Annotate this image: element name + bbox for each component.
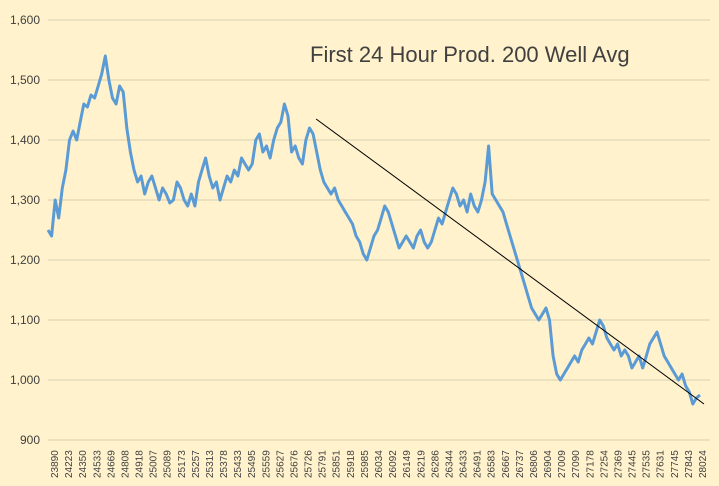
x-tick-label: 24223 xyxy=(64,450,75,478)
x-tick-label: 26737 xyxy=(515,450,526,478)
x-tick-label: 25007 xyxy=(149,450,160,478)
x-tick-label: 27631 xyxy=(656,450,667,478)
y-tick-label: 1,500 xyxy=(10,73,40,87)
x-tick-label: 27843 xyxy=(684,450,695,478)
x-tick-label: 25627 xyxy=(275,450,286,478)
x-tick-label: 23890 xyxy=(50,450,61,478)
x-tick-label: 26904 xyxy=(543,450,554,478)
series-group xyxy=(46,54,705,406)
x-tick-label: 27445 xyxy=(628,450,639,478)
x-tick-label: 26219 xyxy=(416,450,427,478)
x-tick-label: 26034 xyxy=(374,450,385,478)
x-tick-label: 25559 xyxy=(261,450,272,478)
x-tick-label: 25433 xyxy=(233,450,244,478)
x-tick-label: 26583 xyxy=(487,450,498,478)
x-tick-label: 27745 xyxy=(670,450,681,478)
x-tick-label: 24669 xyxy=(106,450,117,478)
series-line xyxy=(46,54,701,406)
x-tick-label: 26286 xyxy=(430,450,441,478)
x-tick-label: 25378 xyxy=(219,450,230,478)
x-tick-label: 26092 xyxy=(388,450,399,478)
x-tick-label: 24533 xyxy=(92,450,103,478)
x-tick-label: 26149 xyxy=(402,450,413,478)
x-tick-label: 26806 xyxy=(529,450,540,478)
x-tick-label: 26344 xyxy=(444,450,455,478)
x-tick-label: 25851 xyxy=(332,450,343,478)
x-tick-label: 26491 xyxy=(473,450,484,478)
x-tick-label: 26667 xyxy=(501,450,512,478)
x-tick-label: 25918 xyxy=(346,450,357,478)
x-tick-label: 25791 xyxy=(318,450,329,478)
y-tick-label: 1,400 xyxy=(10,133,40,147)
x-tick-label: 24350 xyxy=(78,450,89,478)
y-axis-ticks: 900 1,000 1,100 1,200 1,300 1,400 1,500 1,600 xyxy=(10,13,40,447)
x-tick-label: 25257 xyxy=(191,450,202,478)
trend-line xyxy=(315,118,705,405)
x-tick-label: 27369 xyxy=(613,450,624,478)
x-tick-label: 25985 xyxy=(360,450,371,478)
x-tick-label: 27254 xyxy=(599,450,610,478)
x-tick-label: 24808 xyxy=(120,450,131,478)
x-tick-label: 25089 xyxy=(163,450,174,478)
x-tick-label: 27535 xyxy=(642,450,653,478)
x-tick-label: 26433 xyxy=(459,450,470,478)
y-tick-label: 1,100 xyxy=(10,313,40,327)
x-tick-label: 25676 xyxy=(289,450,300,478)
x-tick-label: 25313 xyxy=(205,450,216,478)
x-tick-label: 27009 xyxy=(557,450,568,478)
y-tick-label: 900 xyxy=(20,433,40,447)
x-tick-label: 25173 xyxy=(177,450,188,478)
x-tick-label: 24918 xyxy=(135,450,146,478)
x-tick-label: 27090 xyxy=(571,450,582,478)
x-tick-label: 28024 xyxy=(698,450,709,478)
y-tick-label: 1,600 xyxy=(10,13,40,27)
x-tick-label: 25726 xyxy=(304,450,315,478)
x-axis-ticks: 23890 24223 24350 24533 24669 24808 24918 25007… xyxy=(50,450,709,478)
y-tick-label: 1,300 xyxy=(10,193,40,207)
y-tick-label: 1,200 xyxy=(10,253,40,267)
chart-title: First 24 Hour Prod. 200 Well Avg xyxy=(310,42,630,67)
x-tick-label: 27178 xyxy=(585,450,596,478)
x-tick-label: 25495 xyxy=(247,450,258,478)
y-tick-label: 1,000 xyxy=(10,373,40,387)
